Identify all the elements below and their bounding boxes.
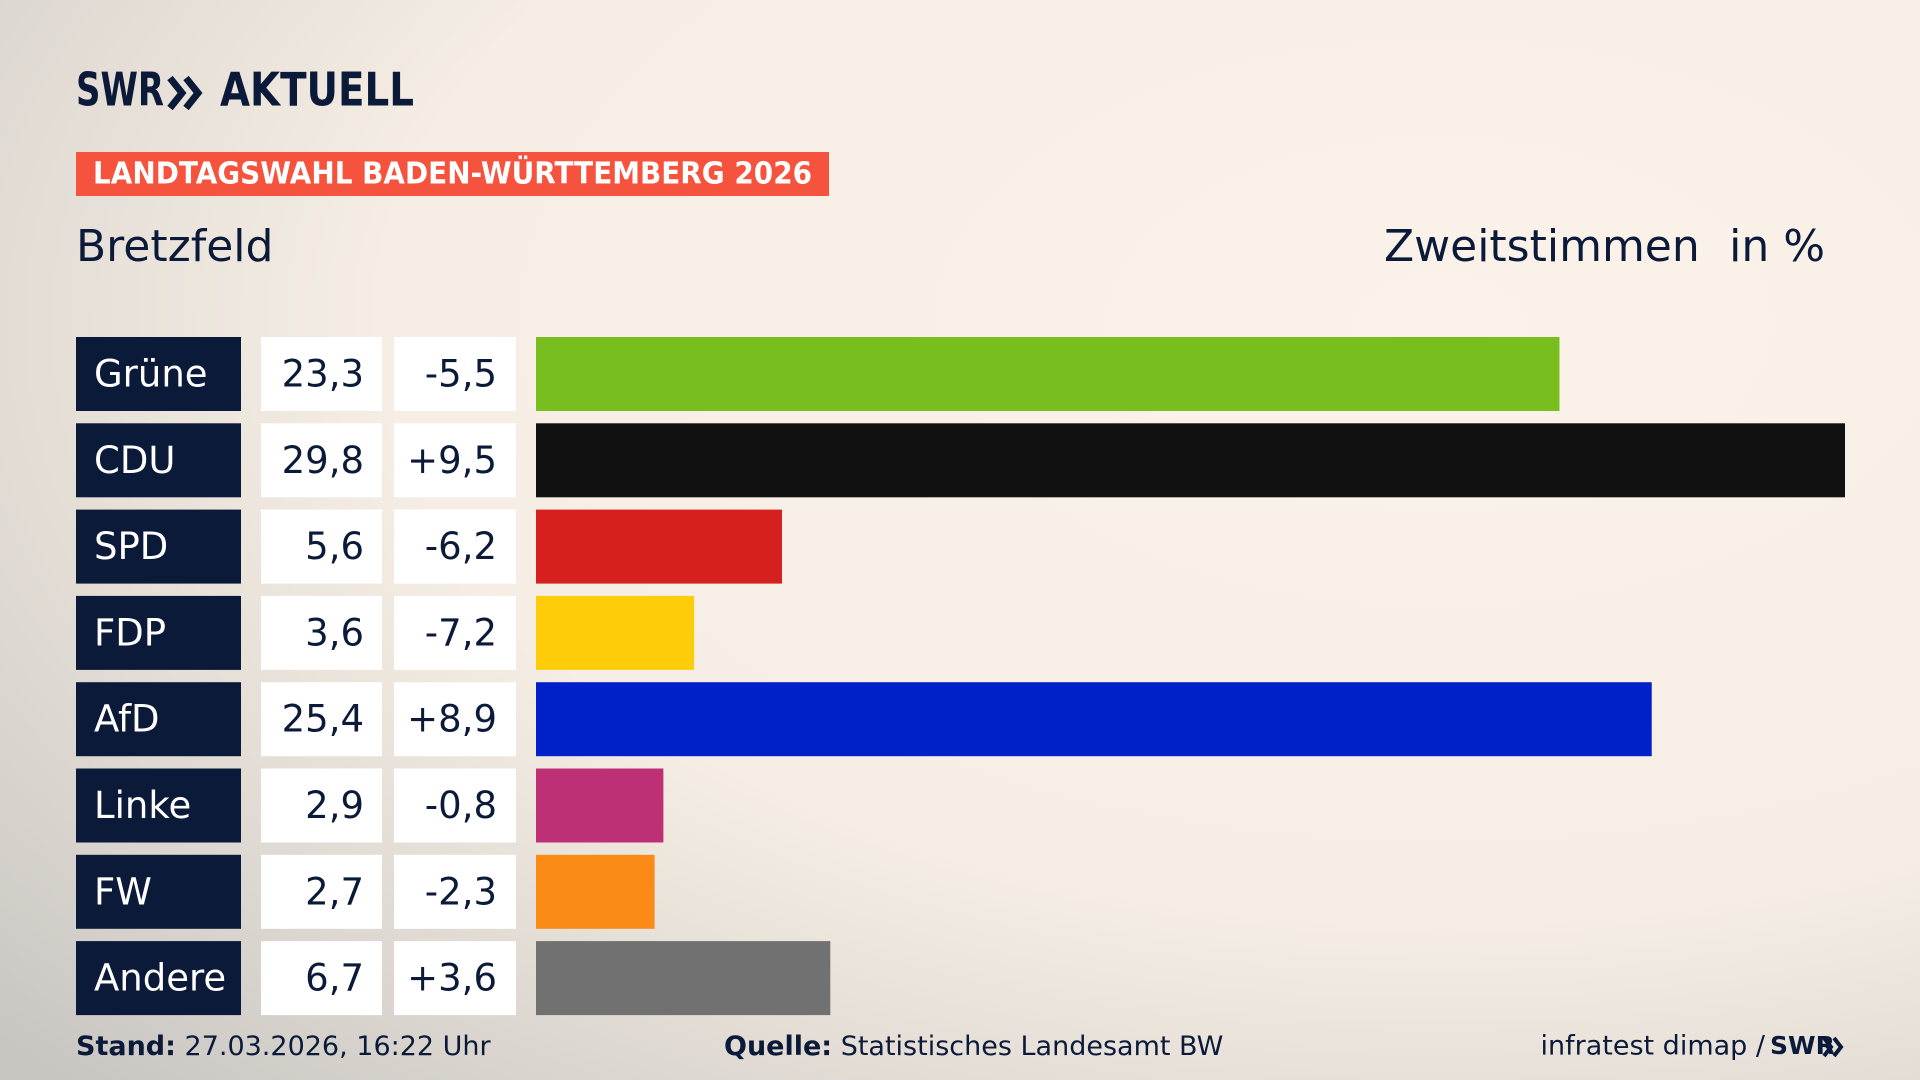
party-label: Andere [94,957,226,1000]
value-box [261,768,382,843]
bar [536,854,655,929]
bar [536,337,1560,411]
change-label: -2,3 [425,870,497,913]
party-label: AfD [94,698,160,741]
value-label: 23,3 [282,353,364,396]
change-box [394,423,516,498]
party-box [76,509,241,584]
change-label: -6,2 [425,525,497,568]
party-box [76,768,241,843]
bar [536,941,831,1016]
value-label: 2,9 [305,784,364,827]
value-box [261,682,382,757]
value-label: 2,7 [305,870,364,913]
party-box [76,854,241,929]
value-box [261,423,382,498]
change-label: +9,5 [407,439,497,482]
brand-chevrons [167,75,203,111]
change-label: +3,6 [407,957,497,1000]
party-box [76,337,241,411]
party-label: Grüne [94,353,208,396]
credit-chevrons [1822,1036,1844,1058]
stand: Stand: 27.03.2026, 16:22 Uhr [76,1031,492,1062]
change-box [394,595,516,670]
source: Quelle: Statistisches Landesamt BW [724,1031,1223,1062]
value-label: 3,6 [305,611,364,654]
party-box [76,423,241,498]
bar [536,682,1652,757]
value-label: 25,4 [282,698,364,741]
source-label: Quelle: [724,1031,832,1062]
party-label: CDU [94,439,175,482]
brand-title: AKTUELL [220,63,414,117]
change-label: +8,9 [407,698,497,741]
party-box [76,595,241,670]
party-box [76,682,241,757]
chart-title: Bretzfeld [76,221,273,272]
unit: in % [1729,221,1825,272]
change-box [394,509,516,584]
party-label: FW [94,870,152,913]
change-label: -5,5 [425,353,497,396]
value-label: 6,7 [305,957,364,1000]
credit: infratest dimap / [1540,1031,1765,1062]
value-box [261,854,382,929]
banner [76,152,829,196]
value-label: 5,6 [305,525,364,568]
stand-date: 27.03.2026, 16:22 Uhr [185,1031,492,1062]
value-box [261,941,382,1016]
value-box [261,337,382,411]
bar [536,595,695,670]
bar [536,509,782,584]
change-box [394,682,516,757]
change-label: -0,8 [425,784,497,827]
brand: SWR [76,63,164,117]
banner-text: LANDTAGSWAHL BADEN-WÜRTTEMBERG 2026 [93,155,812,192]
change-box [394,768,516,843]
party-label: Linke [94,784,191,827]
bar [536,423,1845,498]
change-box [394,941,516,1016]
change-label: -7,2 [425,611,497,654]
party-label: FDP [94,611,166,654]
change-box [394,337,516,411]
party-box [76,941,241,1016]
value-box [261,595,382,670]
source-name: Statistisches Landesamt BW [841,1031,1224,1062]
stand-label: Stand: [76,1031,176,1062]
value-label: 29,8 [282,439,364,482]
bar [536,768,664,843]
party-label: SPD [94,525,168,568]
change-box [394,854,516,929]
value-box [261,509,382,584]
subtitle: Zweitstimmen [1384,221,1700,272]
